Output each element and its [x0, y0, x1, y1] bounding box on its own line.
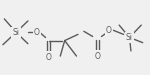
- Text: O: O: [106, 26, 112, 35]
- Text: O: O: [46, 53, 51, 62]
- Text: O: O: [34, 28, 40, 37]
- Text: Si: Si: [13, 28, 20, 37]
- Text: O: O: [94, 52, 100, 61]
- Text: Si: Si: [126, 33, 133, 42]
